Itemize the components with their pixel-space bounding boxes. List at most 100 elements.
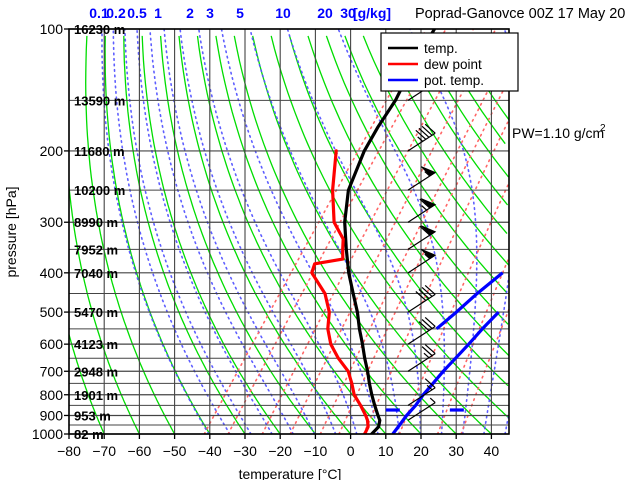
- y-tick-label: 900: [40, 407, 64, 423]
- wind-barb-pennant: [420, 166, 437, 177]
- x-tick-label: −80: [57, 443, 81, 459]
- wind-barb-full: [424, 378, 436, 389]
- dry-adiabat-line: [344, 35, 508, 294]
- wind-barb-full: [419, 198, 431, 209]
- x-tick-label: −30: [233, 443, 257, 459]
- legend-label-1: dew point: [424, 57, 482, 72]
- height-label: 1901 m: [74, 388, 118, 403]
- x-tick-label: −70: [92, 443, 116, 459]
- wind-barb-full: [415, 129, 427, 140]
- wind-barb-shaft: [407, 293, 436, 313]
- wind-barb-full: [418, 289, 430, 299]
- y-tick-label: 800: [40, 387, 64, 403]
- dewpoint-curve-path: [310, 149, 370, 434]
- dewpoint-curve: [310, 149, 370, 434]
- mixing-ratio-line: [362, 121, 509, 434]
- wind-barb-half: [429, 397, 436, 404]
- x-tick-label: 30: [448, 443, 464, 459]
- mixing-ratio-line: [319, 60, 504, 434]
- legend-label-0: temp.: [424, 41, 458, 56]
- x-tick-label: −60: [128, 443, 152, 459]
- mixing-ratio-tick-label: 10: [275, 5, 291, 21]
- wind-barb-full: [418, 127, 430, 138]
- wind-barb-full: [421, 286, 433, 297]
- mixing-ratio-tick-label: 5: [236, 5, 244, 21]
- height-label: 2948 m: [74, 364, 118, 379]
- y-tick-label: 100: [40, 21, 64, 37]
- x-tick-label: −10: [304, 443, 328, 459]
- pot-temp-curve: [385, 271, 504, 434]
- wind-barb-pennant: [420, 248, 437, 259]
- mixing-ratio-unit-label: [g/kg]: [353, 5, 391, 21]
- height-label: 13590 m: [74, 93, 125, 108]
- x-tick-label: 40: [484, 443, 500, 459]
- height-labels: 16230 m 13590 m 11680 m 10200 m 8990 m 7952 m…: [74, 22, 125, 442]
- wind-barb-shaft: [407, 325, 436, 345]
- wind-barb-full: [424, 123, 436, 134]
- wind-barb-shaft: [407, 387, 436, 406]
- x-tick-label: 10: [378, 443, 394, 459]
- y-axis-title: pressure [hPa]: [3, 186, 19, 277]
- temperature-curve: [343, 29, 437, 434]
- wind-barb-full: [424, 344, 436, 355]
- mixing-ratio-line: [436, 258, 509, 434]
- wind-barb-pennant: [420, 225, 437, 236]
- legend-box: [380, 32, 519, 92]
- height-label: 5470 m: [74, 305, 118, 320]
- wind-barb-full: [418, 321, 430, 331]
- y-tick-label: 200: [40, 143, 64, 159]
- wind-barb-pennant: [420, 198, 437, 209]
- height-label: 7952 m: [74, 242, 118, 257]
- height-label: 10200 m: [74, 183, 125, 198]
- height-label: 7040 m: [74, 266, 118, 281]
- wind-barb-full: [424, 317, 436, 327]
- x-axis-title: temperature [°C]: [239, 466, 342, 480]
- wind-barb-half: [423, 352, 430, 359]
- wind-barb-half: [421, 205, 428, 211]
- grid: [68, 28, 509, 435]
- pw-label: PW=1.10 g/cm: [512, 125, 604, 141]
- wind-barb-full: [421, 125, 433, 136]
- height-label: 4123 m: [74, 337, 118, 352]
- x-tick-label: 0: [347, 443, 355, 459]
- wind-barb-shaft: [407, 402, 436, 421]
- wind-barb-half: [417, 136, 424, 142]
- x-tick-label: −50: [163, 443, 187, 459]
- height-label: 82 m: [74, 427, 104, 442]
- wind-barb-full: [421, 319, 433, 329]
- pot-temp-path-a: [391, 310, 500, 434]
- mixing-ratio-tick-label: 0.5: [127, 5, 147, 21]
- y-tick-label: 400: [40, 265, 64, 281]
- x-tick-label: 20: [413, 443, 429, 459]
- pot-temp-path-b: [435, 271, 504, 331]
- height-label: 8990 m: [74, 215, 118, 230]
- dry-adiabat-line: [69, 334, 105, 434]
- mixing-ratio-tick-label: 30: [340, 5, 356, 21]
- y-tick-label: 600: [40, 336, 64, 352]
- chart-title: Poprad-Ganovce 00Z 17 May 20: [415, 6, 625, 22]
- moist-adiabat-line: [504, 410, 509, 434]
- y-tick-label: 700: [40, 363, 64, 379]
- y-tick-label: 300: [40, 214, 64, 230]
- mixing-ratio-tick-label: 2: [186, 5, 194, 21]
- mixing-ratio-line: [338, 87, 506, 434]
- mixing-ratio-tick-label: 3: [206, 5, 214, 21]
- legend-label-2: pot. temp.: [424, 73, 484, 88]
- wind-barb-half: [424, 253, 431, 260]
- y-tick-label: 1000: [32, 426, 63, 442]
- height-label: 11680 m: [74, 144, 125, 159]
- mixing-ratio-tick-label: 1: [154, 5, 162, 21]
- height-label: 953 m: [74, 408, 111, 423]
- mixing-ratio-tick-label: 0.2: [106, 5, 126, 21]
- wind-barb-half: [426, 384, 433, 391]
- wind-barb-full: [415, 291, 427, 301]
- wind-barb-shaft: [407, 353, 436, 372]
- mixing-ratio-tick-label: 0.1: [89, 5, 109, 21]
- wind-barb-full: [421, 346, 433, 357]
- mixing-ratio-line: [460, 307, 509, 434]
